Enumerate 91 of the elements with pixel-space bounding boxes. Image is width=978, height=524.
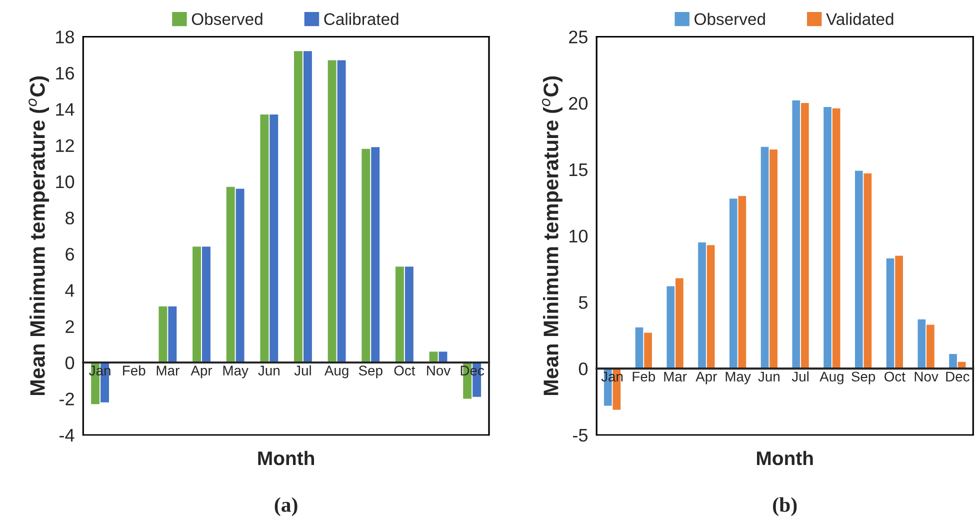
y-tick-label: 2 [66, 320, 74, 333]
x-tick-label: Jul [792, 371, 808, 382]
bar [303, 51, 312, 363]
bar [949, 354, 957, 369]
bar [371, 147, 380, 363]
legend-label: Validated [826, 12, 894, 26]
y-tick-label: 18 [56, 30, 74, 44]
bar [666, 286, 675, 369]
x-tick-label: Apr [190, 366, 212, 378]
y-axis-title: Mean Minimum temperature ($^{o}$C) [28, 76, 49, 396]
y-tick-label: 10 [56, 175, 74, 188]
y-tick-label: -2 [60, 392, 74, 406]
bar [675, 278, 684, 369]
bar [854, 170, 863, 369]
bar [864, 173, 872, 369]
x-tick-label: May [223, 366, 248, 378]
x-tick-label: Aug [820, 372, 844, 384]
bar [918, 319, 926, 369]
y-tick-label: 0 [578, 362, 588, 376]
x-tick-label: Nov [914, 372, 938, 382]
x-tick-label: Dec [946, 372, 970, 382]
bar [404, 266, 414, 363]
x-axis-title: Month [756, 450, 813, 466]
bar [706, 245, 715, 369]
text: (b) [773, 497, 797, 516]
x-tick-label: Dec [460, 366, 484, 376]
x-tick-label: Apr [696, 372, 717, 384]
bar [832, 108, 840, 369]
bar [168, 306, 177, 363]
bar [760, 146, 769, 369]
x-tick-label: Nov [427, 366, 451, 376]
bar [328, 60, 336, 363]
x-tick-label: Mar [664, 372, 687, 382]
y-axis-title: Mean Minimum temperature ($^{o}$C) [542, 76, 562, 396]
y-tick-label: 25 [569, 30, 588, 44]
y-tick-label: 16 [56, 66, 74, 80]
y-tick-label: 20 [569, 96, 588, 110]
bar [635, 327, 644, 369]
bar [770, 150, 778, 369]
x-tick-label: Mar [156, 366, 180, 376]
x-tick-label: Jun [758, 372, 780, 382]
legend-label: Observed [192, 12, 262, 26]
bar [202, 246, 210, 363]
bar [294, 51, 302, 363]
x-tick-label: Sep [852, 372, 876, 384]
bar [792, 100, 800, 369]
x-tick-label: Jan [89, 366, 110, 376]
y-tick-label: 6 [66, 248, 74, 261]
bar [429, 352, 438, 363]
y-tick-label: 0 [65, 356, 74, 370]
bar [729, 198, 738, 369]
bar [801, 103, 809, 369]
y-tick-label: 15 [570, 164, 588, 176]
x-tick-label: Feb [123, 365, 146, 376]
y-tick-label: 12 [56, 139, 74, 152]
bar [236, 188, 244, 363]
bar [395, 266, 404, 363]
y-tick-label: 5 [578, 296, 588, 309]
legend-label: Observed [694, 12, 765, 26]
bar [226, 186, 235, 363]
bar [644, 332, 652, 369]
y-tick-label: 10 [570, 230, 588, 243]
x-tick-label: May [726, 372, 751, 384]
bar [886, 258, 894, 369]
bar [337, 60, 346, 363]
y-tick-label: 8 [66, 212, 74, 224]
bar [698, 242, 706, 369]
bar [362, 148, 370, 363]
x-tick-label: Feb [632, 371, 656, 382]
bar [738, 196, 746, 369]
y-tick-label: 4 [65, 284, 74, 297]
bar [895, 256, 903, 369]
y-tick-label: -4 [60, 429, 74, 442]
x-tick-label: Jan [601, 372, 623, 382]
x-tick-label: Oct [394, 366, 416, 376]
legend-label: Calibrated [324, 12, 398, 26]
bar [158, 306, 168, 363]
y-tick-label: 14 [56, 103, 74, 116]
x-tick-label: Aug [324, 366, 348, 378]
x-tick-label: Sep [358, 366, 382, 378]
text: (a) [274, 497, 298, 516]
bar [926, 324, 934, 369]
x-tick-label: Jul [294, 365, 311, 376]
x-tick-label: Oct [884, 372, 906, 382]
bar [260, 114, 269, 363]
bar [270, 114, 278, 363]
x-tick-label: Jun [258, 366, 280, 376]
x-axis-title: Month [258, 450, 314, 466]
bar [824, 107, 832, 369]
y-tick-label: -5 [572, 429, 588, 442]
bar [192, 246, 201, 363]
